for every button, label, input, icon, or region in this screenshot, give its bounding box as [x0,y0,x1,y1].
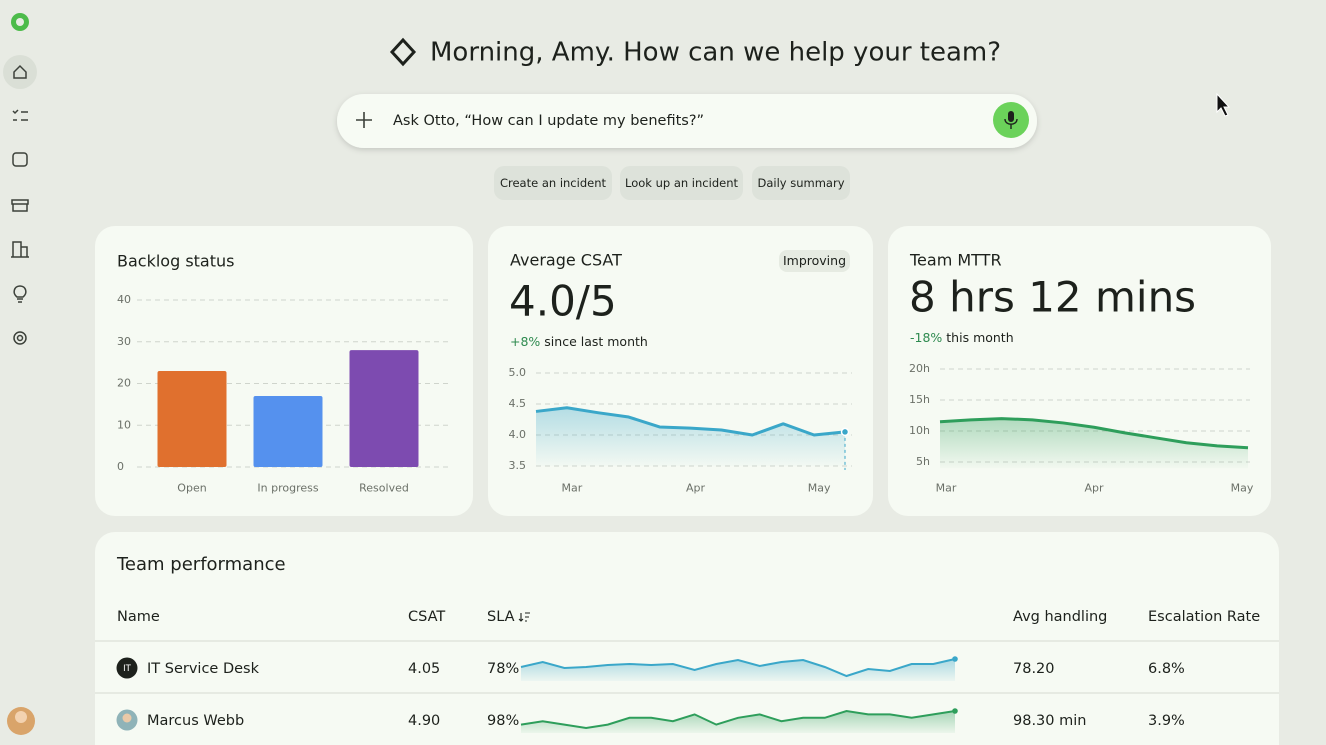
nav-buildings[interactable] [11,241,29,258]
sort-icon[interactable] [518,612,530,622]
nav-active [3,55,37,89]
card-title: Team MTTR [909,251,1002,270]
x-tick-label: May [1231,482,1254,495]
search-bar[interactable] [337,94,1037,148]
y-tick-label: 5.0 [509,366,527,379]
row-avatar [116,657,138,679]
suggestion-chip[interactable] [620,166,743,200]
line [939,417,1249,450]
nav-archive[interactable] [11,199,29,212]
bar [349,350,419,467]
table-title: Team performance [116,554,286,575]
table: Name CSAT SLA Avg handling Escalation Rate IT… [116,609,1260,733]
suggestion-text: Daily summary [757,176,844,190]
x-tick-label: May [808,482,831,495]
suggestion-chip[interactable] [752,166,850,200]
nav-settings-center [16,334,24,342]
cell: IT Service Desk [147,661,260,677]
table-card [95,532,1279,745]
column-header[interactable]: Name [117,609,160,625]
change-value: +8% [510,334,540,349]
column-header[interactable]: SLA [487,609,515,625]
card-title: Average CSAT [510,251,622,270]
column-header[interactable]: CSAT [408,609,445,625]
user-avatar-face [15,711,27,723]
change: -18% this month [910,330,1014,345]
cell: 6.8% [1148,661,1185,677]
line [535,406,846,437]
suggestions: Create an incident Look up an incident Dai… [494,166,850,200]
y-tick-label: 3.5 [509,459,527,472]
suggestion-text: Look up an incident [625,176,738,190]
x-tick-label: Mar [936,482,957,495]
y-tick-label: 10 [117,418,131,431]
badge-text: Improving [783,253,846,268]
cell: 98% [487,713,519,729]
cell: Marcus Webb [147,713,244,729]
greeting: Morning, Amy. How can we help your team? [430,38,1001,68]
bar [157,370,227,467]
card-title: Backlog status [117,252,234,271]
y-tick-label: 0 [117,460,124,473]
mic-icon [1008,111,1014,122]
nav-tasks[interactable] [12,109,28,121]
mic-icon-stand [1004,118,1018,129]
headline: 8 hrs 12 mins [909,273,1196,322]
y-tick-label: 4.5 [509,397,527,410]
y-tick-label: 30 [117,335,131,348]
x-tick-label: Apr [686,482,706,495]
y-tick-label: 10h [909,424,930,437]
sparkline-area [521,711,955,733]
search-placeholder: Ask Otto, “How can I update my benefits?… [393,113,704,129]
nav-settings[interactable] [13,331,27,345]
cell: 4.90 [408,713,440,729]
area [536,407,845,466]
suggestion-chip[interactable] [494,166,612,200]
column-header[interactable]: Escalation Rate [1148,609,1260,625]
sparkline [520,658,956,678]
add-button[interactable] [356,112,372,128]
area [940,418,1248,469]
badge [779,250,850,272]
headline: 4.0/5 [509,277,617,326]
sparkline-end [952,656,958,662]
x-tick-label: Apr [1084,482,1104,495]
cell: 3.9% [1148,713,1185,729]
row-initials: IT [123,664,132,674]
logo-hole [16,18,24,26]
x-tick-label: Mar [562,482,583,495]
y-tick-label: 20h [909,362,930,375]
nav-home[interactable] [13,64,27,79]
nav-ideas[interactable] [13,285,27,303]
bar [253,396,323,467]
column-header[interactable]: Avg handling [1013,609,1107,625]
nav-calendar[interactable] [12,152,28,167]
cursor [1216,92,1231,117]
change-note: this month [946,330,1013,345]
change: +8% since last month [510,334,648,349]
x-tick-label: In progress [257,482,318,495]
otto-icon [389,37,417,67]
cell: 98.30 min [1013,713,1086,729]
y-tick-label: 4.0 [509,428,527,441]
x-tick-label: Open [177,482,206,495]
change-value: -18% [910,330,942,345]
row-avatar-face [122,713,132,723]
change-note: since last month [544,334,648,349]
suggestion-text: Create an incident [500,176,607,190]
card [888,226,1271,516]
hover-dot [840,427,850,437]
sparkline [520,709,956,730]
y-tick-label: 5h [916,455,930,468]
y-tick-label: 40 [117,293,131,306]
cell: 78% [487,661,519,677]
cell: 78.20 [1013,661,1055,677]
cell: 4.05 [408,661,440,677]
y-tick-label: 15h [909,393,930,406]
y-tick-label: 20 [117,377,131,390]
sparkline-end [952,708,958,714]
x-tick-label: Resolved [359,482,409,495]
sidebar [3,13,37,735]
